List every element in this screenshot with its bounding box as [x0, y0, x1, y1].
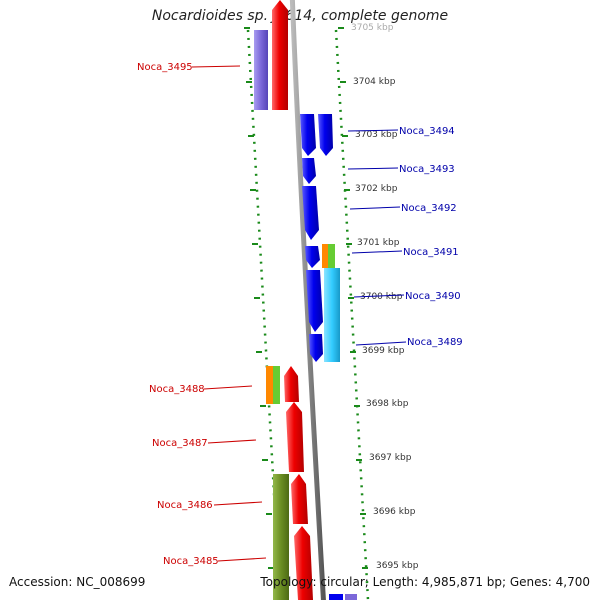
gene-noca-3486-arrow[interactable]: [291, 474, 308, 524]
olive-feature-3486: [273, 474, 289, 600]
tick-label-3703: 3703 kbp: [355, 130, 398, 140]
gene-noca-3491-arrow[interactable]: [305, 246, 320, 268]
gene-label-noca-3486[interactable]: Noca_3486: [157, 500, 213, 511]
genome-summary-text: Topology: circular; Length: 4,985,871 bp…: [260, 575, 590, 589]
gene-noca-3488-arrow[interactable]: [284, 366, 299, 402]
gene-label-noca-3487[interactable]: Noca_3487: [152, 438, 208, 449]
tick-label-3697: 3697 kbp: [369, 453, 412, 463]
gene-noca-3485-arrow[interactable]: [294, 526, 313, 600]
tick-label-3700: 3700 kbp: [360, 292, 403, 302]
tick-label-3695: 3695 kbp: [376, 561, 419, 571]
green-feature-3488: [273, 366, 280, 404]
tick-label-3699: 3699 kbp: [362, 346, 405, 356]
green-feature-3491: [328, 244, 335, 268]
gene-label-noca-3493[interactable]: Noca_3493: [399, 164, 455, 175]
gene-noca-3494b-arrow[interactable]: [318, 114, 333, 156]
gene-label-noca-3488[interactable]: Noca_3488: [149, 384, 205, 395]
gene-label-noca-3495[interactable]: Noca_3495: [137, 62, 193, 73]
left-gene-labels: Noca_3495 Noca_3488 Noca_3487 Noca_3486 …: [137, 62, 219, 567]
genome-backbone: [289, 0, 326, 600]
cyan-feature-3489: [324, 268, 340, 362]
gene-noca-3487-arrow[interactable]: [286, 402, 304, 472]
gene-label-noca-3492[interactable]: Noca_3492: [401, 203, 457, 214]
right-tick-marks: [338, 27, 368, 569]
gene-noca-3489-arrow[interactable]: [309, 334, 323, 362]
left-leader-lines: [191, 65, 267, 562]
orange-feature-3488: [266, 366, 273, 404]
tick-label-3698: 3698 kbp: [366, 399, 409, 409]
blue-feature-bottom: [329, 594, 343, 600]
tick-label-3701: 3701 kbp: [357, 238, 400, 248]
gene-noca-3493-arrow[interactable]: [302, 158, 316, 184]
page-title: Nocardioides sp. JS614, complete genome: [151, 8, 449, 24]
lavender-feature-bottom: [345, 594, 357, 600]
lavender-feature-top: [254, 30, 268, 110]
right-gene-labels: Noca_3494 Noca_3493 Noca_3492 Noca_3491 …: [399, 126, 463, 348]
gene-label-noca-3491[interactable]: Noca_3491: [403, 247, 459, 258]
accession-text: Accession: NC_008699: [9, 575, 146, 589]
tick-label-3702: 3702 kbp: [355, 184, 398, 194]
gene-label-noca-3485[interactable]: Noca_3485: [163, 556, 219, 567]
gene-noca-3494-arrow[interactable]: [300, 114, 316, 156]
orange-feature-3491: [322, 244, 328, 268]
tick-label-3704: 3704 kbp: [353, 77, 396, 87]
tick-label-3696: 3696 kbp: [373, 507, 416, 517]
gene-noca-3492-arrow[interactable]: [302, 186, 319, 240]
gene-label-noca-3494[interactable]: Noca_3494: [399, 126, 455, 137]
tick-label-3705: 3705 kbp: [351, 23, 394, 33]
right-leader-lines: [347, 129, 407, 346]
gene-noca-3490-arrow[interactable]: [306, 270, 323, 332]
kbp-labels: 3705 kbp 3704 kbp 3703 kbp 3702 kbp 3701…: [351, 23, 419, 571]
gene-label-noca-3490[interactable]: Noca_3490: [405, 291, 461, 302]
gene-label-noca-3489[interactable]: Noca_3489: [407, 337, 463, 348]
gene-noca-3495-arrow[interactable]: [272, 0, 288, 110]
